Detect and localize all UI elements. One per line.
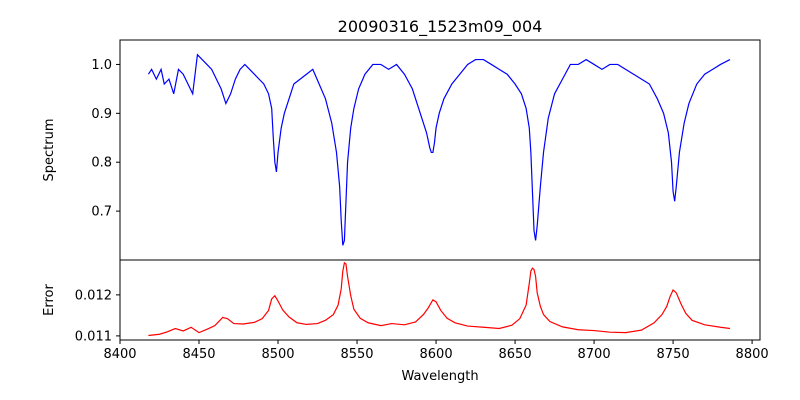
chart-title: 20090316_1523m09_004	[338, 17, 543, 37]
error-axes-frame	[119, 259, 761, 341]
spectrum-y-tick-label: 0.9	[91, 107, 112, 122]
x-tick-label: 8450	[182, 347, 215, 362]
x-tick-label: 8750	[657, 347, 690, 362]
spectrum-y-tick-label: 1.0	[91, 58, 112, 73]
spectrum-y-axis-label: Spectrum	[42, 119, 57, 182]
x-tick-label: 8600	[420, 347, 453, 362]
error-y-axis-label: Error	[42, 284, 57, 316]
spectrum-y-tick-label: 0.7	[91, 205, 112, 220]
x-tick-label: 8650	[499, 347, 532, 362]
error-y-tick-label: 0.011	[75, 329, 112, 344]
x-ticks: 8400 8450 8500 8550 8600 8650 8700 8750 8800	[103, 340, 769, 362]
x-tick-label: 8400	[103, 347, 136, 362]
x-tick-label: 8800	[736, 347, 769, 362]
x-axis-label: Wavelength	[401, 369, 478, 384]
x-tick-label: 8500	[261, 347, 294, 362]
x-tick-label: 8700	[578, 347, 611, 362]
error-y-tick-label: 0.012	[75, 288, 112, 303]
x-tick-label: 8550	[340, 347, 373, 362]
spectrum-line	[147, 53, 731, 246]
spectrum-y-tick-label: 0.8	[91, 156, 112, 171]
error-y-ticks: 0.011 0.012	[75, 288, 120, 344]
spectrum-y-ticks: 0.7 0.8 0.9 1.0	[91, 58, 120, 220]
error-line	[148, 261, 731, 337]
